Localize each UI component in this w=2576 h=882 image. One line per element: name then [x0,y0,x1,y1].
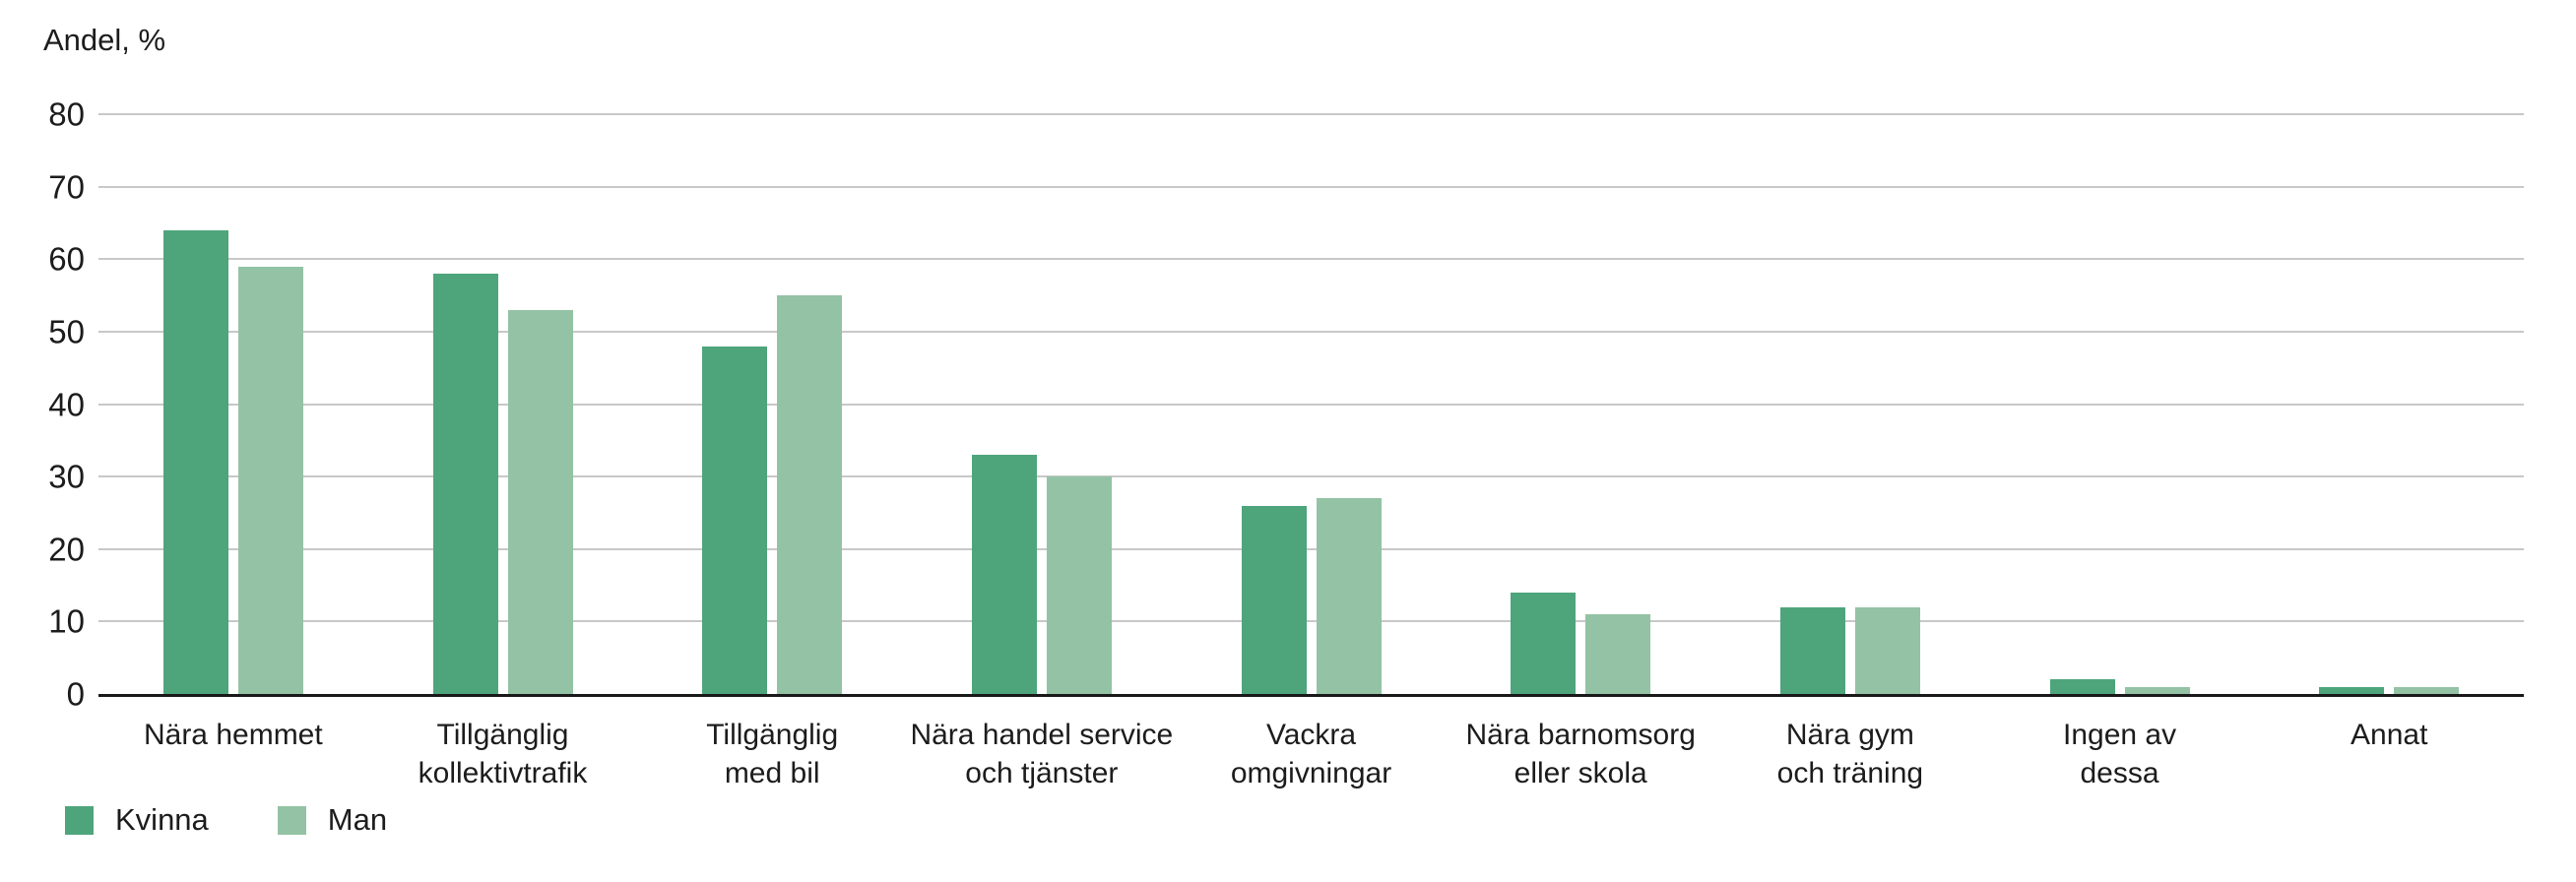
legend-item-kvinna: Kvinna [65,802,209,838]
y-axis-title: Andel, % [43,23,166,57]
bar-kvinna-3 [971,455,1037,694]
legend-label-kvinna: Kvinna [115,802,209,837]
bar-group-6 [1715,114,1985,694]
y-tick-70: 70 [48,168,85,206]
bar-group-0 [98,114,368,694]
gridline-30 [98,475,2524,478]
y-tick-10: 10 [48,602,85,640]
plot-area [98,113,2524,697]
bar-kvinna-2 [702,346,768,694]
bar-man-5 [1585,614,1651,694]
legend-swatch-kvinna [65,805,94,835]
bar-group-5 [1446,114,1715,694]
bar-man-7 [2124,686,2190,694]
legend-swatch-man [277,805,306,835]
bar-group-3 [907,114,1177,694]
y-tick-0: 0 [66,675,85,713]
y-tick-40: 40 [48,386,85,422]
x-label-7: Ingen av dessa [2062,719,2177,789]
x-label-2: Tillgänglig med bil [706,719,839,789]
bar-man-0 [237,266,303,694]
gridline-20 [98,547,2524,550]
bar-kvinna-6 [1779,606,1845,694]
gridline-50 [98,330,2524,333]
x-label-5: Nära barnomsorg eller skola [1465,719,1696,789]
bar-kvinna-5 [1511,592,1577,694]
x-label-3: Nära handel service och tjänster [910,719,1174,789]
gridline-40 [98,403,2524,406]
x-label-6: Nära gym och träning [1776,719,1924,789]
gridline-70 [98,185,2524,188]
bar-group-4 [1177,114,1447,694]
bar-group-2 [637,114,907,694]
bar-groups [98,114,2524,694]
gridline-60 [98,258,2524,261]
bar-kvinna-8 [2319,686,2385,694]
bar-kvinna-0 [162,229,228,694]
x-label-1: Tillgänglig kollektivtrafik [418,719,588,789]
bar-man-3 [1046,476,1112,694]
bar-kvinna-1 [432,273,498,694]
bar-man-2 [777,295,843,694]
bar-group-1 [368,114,638,694]
gridline-10 [98,620,2524,623]
x-axis-labels: Nära hemmet Tillgänglig kollektivtrafik Ti… [98,716,2524,792]
y-tick-20: 20 [48,531,85,568]
x-label-0: Nära hemmet [143,719,323,751]
legend-item-man: Man [277,802,388,838]
bar-man-8 [2394,686,2460,694]
bar-group-8 [2254,114,2524,694]
bar-kvinna-4 [1241,505,1307,694]
x-label-8: Annat [2351,719,2428,751]
bar-man-4 [1316,498,1382,694]
y-tick-60: 60 [48,240,85,278]
y-tick-50: 50 [48,313,85,350]
bar-man-6 [1854,606,1920,694]
x-label-4: Vackra omgivningar [1230,719,1392,789]
y-tick-80: 80 [48,95,85,133]
bar-group-7 [1985,114,2255,694]
bar-kvinna-7 [2049,679,2115,694]
bar-man-1 [507,309,573,694]
legend: Kvinna Man [65,802,387,838]
y-tick-30: 30 [48,458,85,495]
legend-label-man: Man [327,802,388,837]
y-axis-tick-labels: 0 10 20 30 40 50 60 70 80 [0,98,85,711]
gridline-80 [98,113,2524,115]
